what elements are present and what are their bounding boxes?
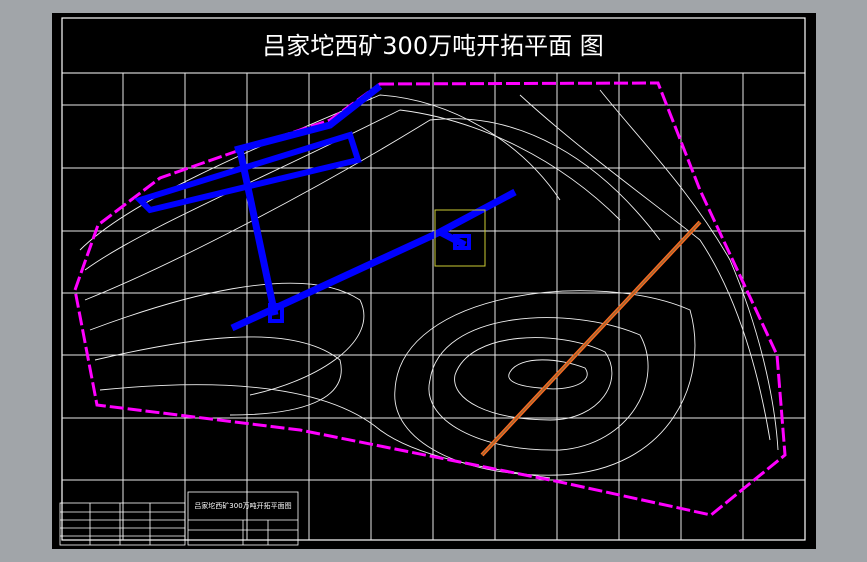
drawing-title: 吕家坨西矿300万吨开拓平面 图 <box>262 32 603 60</box>
drawing-area <box>52 13 816 549</box>
title-block-title: 吕家坨西矿300万吨开拓平面图 <box>194 501 291 510</box>
roadways <box>134 83 517 332</box>
shaft-area <box>434 209 486 267</box>
title-block <box>59 491 299 546</box>
fault-core <box>481 221 701 456</box>
mine-boundary <box>73 81 787 517</box>
